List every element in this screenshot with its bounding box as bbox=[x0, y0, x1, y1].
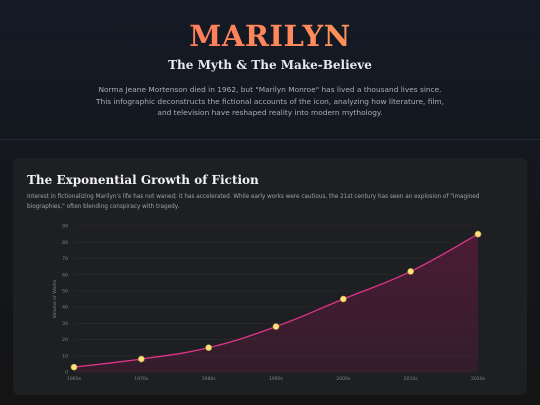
series-area bbox=[74, 234, 478, 372]
x-tick-label: 2010s bbox=[404, 376, 419, 382]
y-tick-label: 80 bbox=[62, 240, 68, 246]
data-point bbox=[205, 344, 212, 351]
x-tick-label: 2020s bbox=[471, 376, 486, 382]
header-divider bbox=[0, 139, 540, 140]
intro-text: Norma Jeane Mortenson died in 1962, but … bbox=[96, 85, 444, 117]
y-tick-label: 70 bbox=[62, 256, 68, 262]
y-tick-label: 50 bbox=[62, 288, 68, 294]
y-tick-label: 40 bbox=[62, 305, 68, 311]
data-point bbox=[138, 355, 145, 363]
y-tick-label: 90 bbox=[62, 224, 68, 230]
section-description: Interest in fictionalizing Marilyn's lif… bbox=[27, 194, 480, 210]
y-tick-label: 60 bbox=[62, 272, 68, 278]
y-tick-label: 10 bbox=[62, 353, 68, 359]
data-point bbox=[340, 295, 347, 303]
page-subtitle: The Myth & The Make-Believe bbox=[168, 58, 372, 72]
x-tick-label: 1970s bbox=[134, 376, 149, 382]
x-tick-label: 1980s bbox=[202, 376, 217, 382]
y-tick-label: 30 bbox=[62, 321, 68, 327]
data-point bbox=[70, 363, 78, 371]
page-title: MARILYN bbox=[0, 19, 540, 53]
x-tick-label: 1960s bbox=[67, 376, 82, 382]
section-title: The Exponential Growth of Fiction bbox=[27, 173, 259, 187]
hero-header: MARILYN The Myth & The Make-Believe Norm… bbox=[0, 0, 540, 140]
x-tick-label: 1990s bbox=[269, 376, 284, 382]
data-point bbox=[272, 323, 280, 330]
data-point bbox=[474, 230, 482, 238]
growth-chart-card: The Exponential Growth of Fiction Intere… bbox=[13, 158, 527, 395]
growth-area-chart: 0 10 20 30 40 50 60 70 80 90 1960s 1970s 1980s 1990s 2… bbox=[52, 224, 486, 382]
x-tick-label: 2000s bbox=[336, 376, 351, 382]
y-axis-label: Volume of Works bbox=[52, 279, 58, 318]
y-tick-label: 20 bbox=[62, 337, 68, 343]
y-tick-label: 0 bbox=[65, 370, 68, 376]
data-point bbox=[407, 268, 414, 275]
